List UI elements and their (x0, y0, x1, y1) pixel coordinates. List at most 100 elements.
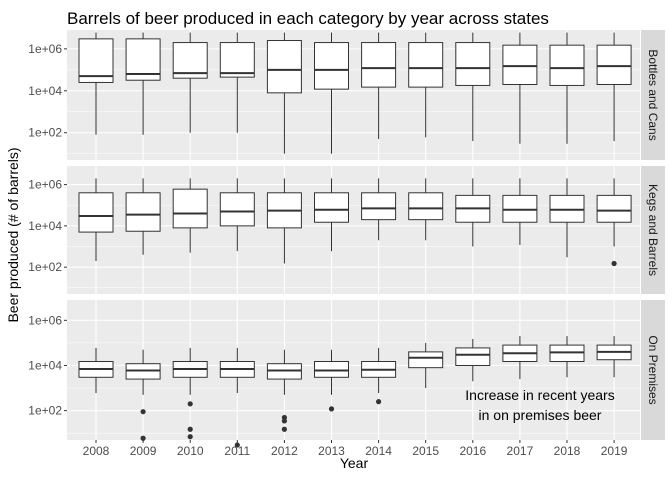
boxplot-box (219, 347, 255, 448)
box-iqr (455, 347, 491, 366)
y-tick-label: 1e+06 (28, 313, 62, 327)
y-axis-title: Beer produced (# of barrels) (5, 147, 21, 322)
boxplot-box (455, 32, 491, 142)
boxplot-box (549, 32, 585, 144)
y-tick-label: 1e+04 (28, 358, 62, 372)
panel-background (67, 30, 640, 160)
boxplot-box (502, 32, 538, 144)
x-tick-label: 2017 (507, 444, 534, 458)
x-tick-label: 2015 (412, 444, 439, 458)
outlier-point (281, 418, 287, 424)
boxplot-box (266, 32, 302, 154)
y-tick-label: 1e+04 (28, 219, 62, 233)
boxplot-box (596, 32, 632, 142)
boxplot-box (314, 349, 349, 412)
boxplot-box (125, 32, 161, 135)
box-iqr (408, 351, 444, 369)
facet-panel: 1e+02 1e+04 1e+06 Bottles and Cans (28, 30, 665, 160)
boxplot-box (172, 347, 208, 440)
boxplot-box (596, 178, 632, 267)
box-iqr (502, 44, 538, 85)
annotation-text: in on premises beer (479, 407, 602, 423)
boxplot-box (361, 347, 397, 405)
y-tick-label: 1e+06 (28, 42, 62, 56)
facet-strip-label: Kegs and Barrels (646, 184, 660, 276)
boxplot-box (314, 178, 349, 252)
outlier-point (187, 434, 193, 440)
x-tick-label: 2018 (554, 444, 581, 458)
outlier-point (281, 426, 287, 432)
boxplot-box (125, 178, 161, 255)
box-iqr (455, 42, 491, 86)
box-iqr (125, 192, 161, 232)
outlier-point (376, 399, 382, 405)
boxplot-box (455, 178, 491, 247)
boxplot-box (78, 32, 114, 135)
boxplot-box (361, 32, 397, 140)
box-iqr (408, 42, 444, 88)
box-iqr (596, 194, 632, 223)
facet-strip-label: On Premises (646, 335, 660, 404)
box-iqr (266, 40, 302, 94)
boxplot-box (549, 336, 585, 378)
annotation-text: Increase in recent years (465, 387, 614, 403)
y-tick-label: 1e+04 (28, 84, 62, 98)
boxplot-box (219, 178, 255, 252)
y-tick-label: 1e+06 (28, 178, 62, 192)
x-tick-label: 2008 (83, 444, 110, 458)
boxplot-box (266, 349, 302, 432)
x-tick-label: 2010 (177, 444, 204, 458)
outlier-point (187, 426, 193, 432)
facet-strip (641, 166, 665, 294)
outlier-point (187, 401, 193, 407)
facet-strip-label: Bottles and Cans (646, 49, 660, 140)
box-iqr (314, 42, 349, 90)
panel-background (67, 300, 640, 440)
boxplot-box (172, 32, 208, 133)
boxplot-box (78, 178, 114, 261)
box-iqr (596, 44, 632, 85)
x-tick-label: 2016 (459, 444, 486, 458)
x-tick-label: 2014 (365, 444, 392, 458)
boxplot-box (596, 336, 632, 378)
box-iqr (361, 192, 397, 221)
y-tick-label: 1e+02 (28, 260, 62, 274)
boxplot-box (549, 178, 585, 258)
y-tick-label: 1e+02 (28, 126, 62, 140)
facet-panel: 1e+02 1e+04 1e+06 Kegs and Barrels (28, 166, 665, 294)
boxplot-box (502, 178, 538, 245)
x-tick-label: 2009 (130, 444, 157, 458)
outlier-point (140, 409, 146, 415)
box-iqr (549, 194, 585, 223)
x-tick-label: 2019 (601, 444, 628, 458)
box-iqr (549, 44, 585, 86)
facet-strip (641, 300, 665, 440)
box-iqr (78, 192, 114, 233)
box-iqr (314, 361, 349, 378)
chart-title: Barrels of beer produced in each categor… (67, 9, 549, 28)
boxplot-box (266, 178, 302, 264)
panel-background (67, 166, 640, 294)
outlier-point (611, 260, 617, 267)
facet-strip (641, 30, 665, 160)
outlier-point (328, 406, 335, 412)
boxplot-box (408, 32, 444, 138)
box-iqr (172, 188, 208, 229)
y-tick-label: 1e+02 (28, 404, 62, 418)
box-iqr (219, 192, 255, 227)
x-tick-label: 2012 (271, 444, 298, 458)
boxplot-box (455, 338, 491, 382)
boxplot-box (361, 178, 397, 241)
box-iqr (314, 192, 349, 223)
box-iqr (408, 192, 444, 221)
boxplot-box (314, 32, 349, 154)
boxplot-box (172, 178, 208, 253)
box-iqr (219, 42, 255, 78)
x-tick-label: 2011 (224, 444, 250, 458)
x-tick-label: 2013 (318, 444, 345, 458)
outlier-point (234, 442, 240, 448)
box-iqr (502, 194, 538, 223)
